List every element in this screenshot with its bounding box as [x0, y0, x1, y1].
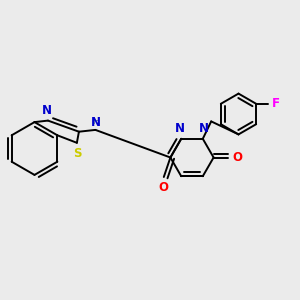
Text: O: O	[158, 181, 168, 194]
Text: N: N	[199, 122, 209, 135]
Text: N: N	[175, 122, 185, 135]
Text: N: N	[90, 116, 100, 129]
Text: H: H	[92, 117, 99, 126]
Text: F: F	[272, 97, 280, 110]
Text: S: S	[74, 147, 82, 160]
Text: O: O	[232, 151, 242, 164]
Text: N: N	[41, 104, 52, 117]
